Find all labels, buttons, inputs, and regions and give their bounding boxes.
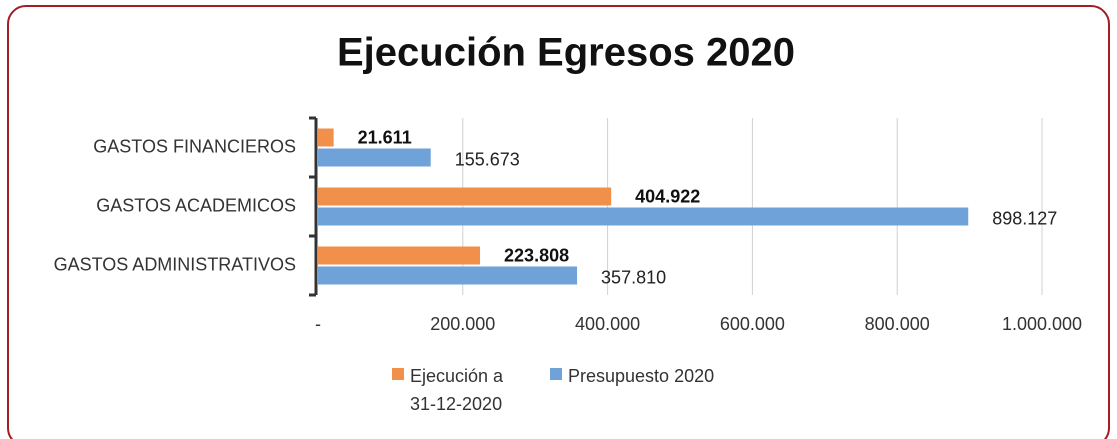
x-tick-label: 600.000	[720, 314, 785, 334]
x-tick-label: 400.000	[575, 314, 640, 334]
legend-swatch	[392, 368, 404, 380]
value-label: 357.810	[601, 267, 666, 287]
y-tick-label: GASTOS ACADEMICOS	[96, 195, 296, 215]
value-label: 223.808	[504, 245, 569, 265]
value-label: 155.673	[455, 149, 520, 169]
bar	[318, 246, 481, 265]
bar	[318, 187, 612, 206]
y-tick-label: GASTOS ADMINISTRATIVOS	[54, 254, 296, 274]
value-label: 21.611	[358, 127, 412, 147]
x-tick-label: 1.000.000	[1002, 314, 1082, 334]
bar	[318, 266, 578, 285]
legend-swatch	[550, 368, 562, 380]
legend-item: Ejecución a 31-12-2020	[392, 362, 530, 426]
x-tick-label: 200.000	[430, 314, 495, 334]
value-label: 404.922	[635, 186, 700, 206]
bar	[318, 207, 969, 226]
x-tick-label: 800.000	[865, 314, 930, 334]
bar	[318, 148, 431, 167]
chart-title: Ejecución Egresos 2020	[337, 31, 795, 75]
legend-label: Presupuesto 2020	[568, 366, 715, 386]
bar	[318, 128, 334, 147]
value-label: 898.127	[992, 208, 1057, 228]
x-tick-label: -	[315, 314, 321, 334]
legend-item: Presupuesto 2020	[550, 362, 714, 426]
legend-label: Ejecución a 31-12-2020	[410, 366, 504, 414]
legend: Ejecución a 31-12-2020 Presupuesto 2020	[388, 362, 760, 426]
y-tick-label: GASTOS FINANCIEROS	[93, 136, 296, 156]
